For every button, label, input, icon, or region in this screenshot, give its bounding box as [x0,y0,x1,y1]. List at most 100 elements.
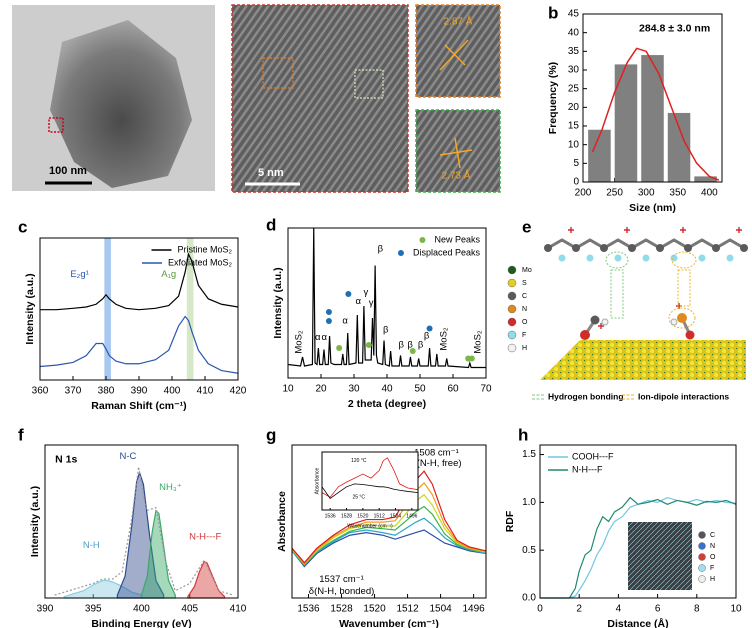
annotation: N 1s [55,453,77,465]
atom-swatch [507,291,517,301]
x-tick-label: 1504 [390,513,401,519]
inset-background [322,452,418,510]
y-axis-label: Frequency (%) [547,62,559,134]
annotation: α [356,296,362,307]
x-tick-label: 390 [131,386,148,397]
x-tick-label: 420 [230,386,247,397]
x-tick-label: 8 [694,604,700,615]
annotation: N-C [120,451,137,462]
x-axis-label: Raman Shift (cm⁻¹) [91,400,186,412]
y-axis-label: Intensity (a.u.) [29,486,41,557]
atom-label: H [710,576,715,583]
scale-bar-label: 5 nm [258,167,284,179]
legend-label: New Peaks [434,234,480,244]
atom-label: C [710,532,715,539]
x-tick-label: 6 [655,604,661,615]
y-tick-label: 45 [568,9,580,20]
line [287,227,486,369]
atom-label: O [522,319,528,326]
x-tick-label: 2 [576,604,582,615]
area [187,560,226,599]
line [291,482,487,565]
line [540,496,737,599]
annotation: β [378,244,384,255]
annotation: 284.8 ± 3.0 nm [639,23,710,35]
annotation: α [342,316,348,327]
x-tick-label: 1536 [297,604,320,615]
legend-label: COOH---F [572,451,614,461]
band [104,238,111,380]
annotation: β [383,325,389,336]
x-tick-label: 1520 [357,513,368,519]
annotation: A₁g [161,269,176,280]
panel-label: b [548,3,558,22]
x-tick-label: 1536 [325,513,336,519]
scale-bar-label: 100 nm [49,165,87,177]
atom-swatch [507,330,517,340]
annotation: γ [364,287,369,298]
atom-swatch [507,265,517,275]
annotation: MoS₂ [439,327,450,351]
y-tick-label: 20 [568,102,580,113]
line [321,483,419,499]
line [291,505,487,567]
x-tick-label: 1528 [341,513,352,519]
marker [345,291,352,297]
x-tick-label: 0 [537,604,543,615]
line [39,315,239,374]
y-axis-label: RDF [504,510,516,532]
annotation: β [398,340,404,351]
atom-swatch [507,278,517,288]
x-tick-label: 4 [616,604,622,615]
legend-label: Pristine MoS₂ [177,244,232,254]
x-tick-label: 30 [348,384,360,395]
x-tick-label: 1512 [374,513,385,519]
atom-swatch [698,564,706,572]
x-tick-label: 1520 [363,604,386,615]
schematic [540,227,748,380]
interaction-label: Ion-dipole interactions [638,391,729,401]
band [186,238,194,380]
x-tick-label: 10 [730,604,742,615]
atom-label: H [522,345,527,352]
annotation: 1537 cm⁻¹ [319,574,364,585]
marker [409,348,416,354]
md-snapshot [628,522,692,590]
annotation: α [322,332,328,343]
x-tick-label: 20 [315,384,327,395]
x-tick-label: 70 [480,384,492,395]
atom-label: N [710,543,715,550]
annotation: β [424,331,430,342]
y-tick-label: 5 [573,158,579,169]
x-tick-label: 410 [230,604,247,615]
histogram-bar [694,176,717,182]
x-axis-label: Wavenumber (cm⁻¹) [339,618,439,628]
x-tick-label: 1496 [462,604,485,615]
annotation: γ [369,298,374,309]
x-tick-label: 1504 [429,604,452,615]
x-tick-label: 395 [85,604,102,615]
plot-frame [291,444,487,599]
y-tick-label: 1.0 [522,497,536,508]
y-axis-label: Intensity (a.u.) [272,267,284,338]
lattice-zoom: 2.87 Å 2.73 Å [415,4,501,193]
y-tick-label: 0.5 [522,545,536,556]
annotation: MoS₂ [294,330,305,354]
histogram-bar [588,129,611,182]
annotation: 120 °C [351,458,367,464]
x-tick-label: 1496 [406,513,417,519]
x-tick-label: 1512 [396,604,419,615]
marker [336,345,343,351]
interaction-swatch [532,394,544,400]
y-tick-label: 10 [568,139,580,150]
plot-frame [582,13,723,183]
legend-swatch [397,250,404,256]
interaction-swatch [622,394,634,400]
annotation: N-H---F [189,531,221,542]
plot-frame [39,237,239,381]
x-tick-label: 200 [575,188,592,199]
atom-label: S [522,280,527,287]
x-tick-label: 250 [606,188,623,199]
x-tick-label: 380 [98,386,115,397]
plot-frame [539,444,737,599]
